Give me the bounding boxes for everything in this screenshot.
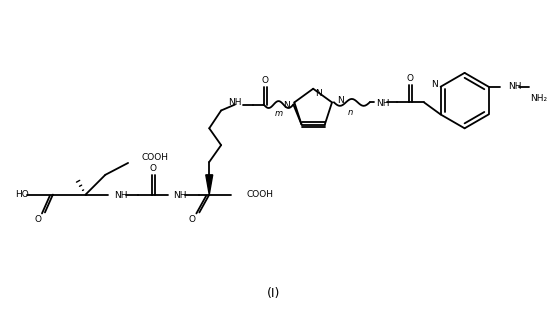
Text: N: N bbox=[283, 101, 289, 110]
Text: COOH: COOH bbox=[142, 154, 169, 162]
Text: COOH: COOH bbox=[247, 190, 274, 199]
Text: NH: NH bbox=[174, 191, 187, 200]
Text: O: O bbox=[35, 215, 41, 224]
Polygon shape bbox=[206, 175, 213, 195]
Text: m: m bbox=[274, 109, 283, 118]
Text: O: O bbox=[261, 76, 268, 85]
Text: N: N bbox=[337, 96, 344, 105]
Text: n: n bbox=[348, 108, 353, 117]
Text: N: N bbox=[431, 80, 437, 89]
Text: HO: HO bbox=[15, 190, 29, 199]
Text: O: O bbox=[189, 215, 196, 224]
Text: O: O bbox=[149, 164, 156, 173]
Text: NH: NH bbox=[509, 82, 522, 91]
Text: (I): (I) bbox=[267, 287, 280, 300]
Text: NH: NH bbox=[376, 99, 390, 108]
Text: N: N bbox=[315, 89, 322, 98]
Text: NH: NH bbox=[228, 98, 241, 107]
Text: NH: NH bbox=[114, 191, 128, 200]
Text: NH₂: NH₂ bbox=[530, 94, 547, 103]
Text: O: O bbox=[407, 74, 414, 83]
